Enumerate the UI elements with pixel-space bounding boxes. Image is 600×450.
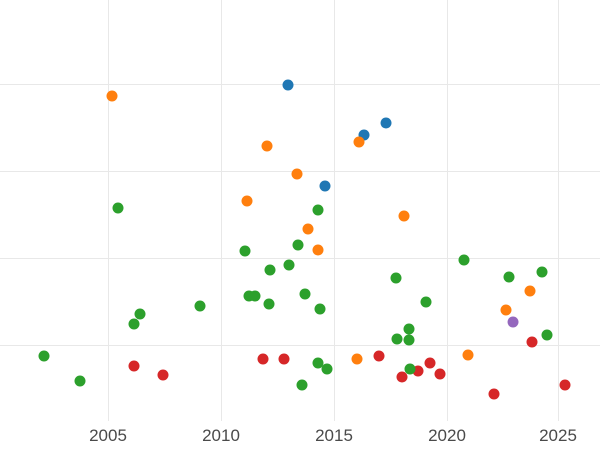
v-gridline bbox=[446, 0, 448, 421]
data-point-series-orange bbox=[106, 90, 118, 102]
data-point-series-green bbox=[243, 290, 255, 302]
data-point-series-orange bbox=[462, 349, 474, 361]
data-point-series-green bbox=[249, 290, 261, 302]
data-point-series-green bbox=[536, 266, 548, 278]
data-point-series-green bbox=[541, 329, 553, 341]
data-point-series-orange bbox=[351, 353, 363, 365]
v-gridline bbox=[220, 0, 222, 421]
data-point-series-red bbox=[157, 369, 169, 381]
data-point-series-green bbox=[112, 202, 124, 214]
data-point-series-blue bbox=[319, 180, 331, 192]
data-point-series-green bbox=[403, 334, 415, 346]
data-point-series-green bbox=[420, 296, 432, 308]
data-point-series-green bbox=[263, 298, 275, 310]
data-point-series-red bbox=[526, 336, 538, 348]
x-tick-label: 2025 bbox=[539, 426, 577, 445]
data-point-series-green bbox=[312, 204, 324, 216]
data-point-series-blue bbox=[380, 117, 392, 129]
data-point-series-green bbox=[403, 323, 415, 335]
data-point-series-red bbox=[278, 353, 290, 365]
data-point-series-red bbox=[412, 365, 424, 377]
data-point-series-blue bbox=[282, 79, 294, 91]
data-point-series-green bbox=[292, 239, 304, 251]
h-gridline bbox=[0, 257, 600, 259]
x-tick-label: 2005 bbox=[89, 426, 127, 445]
data-point-series-red bbox=[424, 357, 436, 369]
data-point-series-green bbox=[74, 375, 86, 387]
data-point-series-orange bbox=[291, 168, 303, 180]
data-point-series-green bbox=[391, 333, 403, 345]
data-point-series-green bbox=[264, 264, 276, 276]
h-gridline bbox=[0, 344, 600, 346]
data-point-series-green bbox=[283, 259, 295, 271]
data-point-series-orange bbox=[398, 210, 410, 222]
x-tick-label: 2015 bbox=[315, 426, 353, 445]
data-point-series-orange bbox=[524, 285, 536, 297]
data-point-series-orange bbox=[312, 244, 324, 256]
data-point-series-green bbox=[239, 245, 251, 257]
x-tick-label: 2010 bbox=[202, 426, 240, 445]
data-point-series-green bbox=[458, 254, 470, 266]
data-point-series-red bbox=[559, 379, 571, 391]
data-point-series-orange bbox=[261, 140, 273, 152]
data-point-series-red bbox=[257, 353, 269, 365]
data-point-series-green bbox=[38, 350, 50, 362]
data-point-series-green bbox=[312, 357, 324, 369]
data-point-series-red bbox=[396, 371, 408, 383]
data-point-series-green bbox=[321, 363, 333, 375]
x-tick-label: 2020 bbox=[428, 426, 466, 445]
data-point-series-green bbox=[296, 379, 308, 391]
v-gridline bbox=[557, 0, 559, 421]
data-point-series-red bbox=[488, 388, 500, 400]
data-point-series-orange bbox=[241, 195, 253, 207]
data-point-series-green bbox=[128, 318, 140, 330]
data-point-series-green bbox=[314, 303, 326, 315]
data-point-series-blue bbox=[358, 129, 370, 141]
data-point-series-red bbox=[373, 350, 385, 362]
v-gridline bbox=[333, 0, 335, 421]
data-point-series-orange bbox=[500, 304, 512, 316]
data-point-series-green bbox=[390, 272, 402, 284]
v-gridline bbox=[107, 0, 109, 421]
data-point-series-purple bbox=[507, 316, 519, 328]
h-gridline bbox=[0, 83, 600, 85]
data-point-series-red bbox=[128, 360, 140, 372]
data-point-series-green bbox=[134, 308, 146, 320]
data-point-series-green bbox=[194, 300, 206, 312]
data-point-series-green bbox=[404, 363, 416, 375]
data-point-series-green bbox=[299, 288, 311, 300]
data-point-series-green bbox=[503, 271, 515, 283]
data-point-series-orange bbox=[353, 136, 365, 148]
data-point-series-orange bbox=[302, 223, 314, 235]
data-point-series-red bbox=[434, 368, 446, 380]
